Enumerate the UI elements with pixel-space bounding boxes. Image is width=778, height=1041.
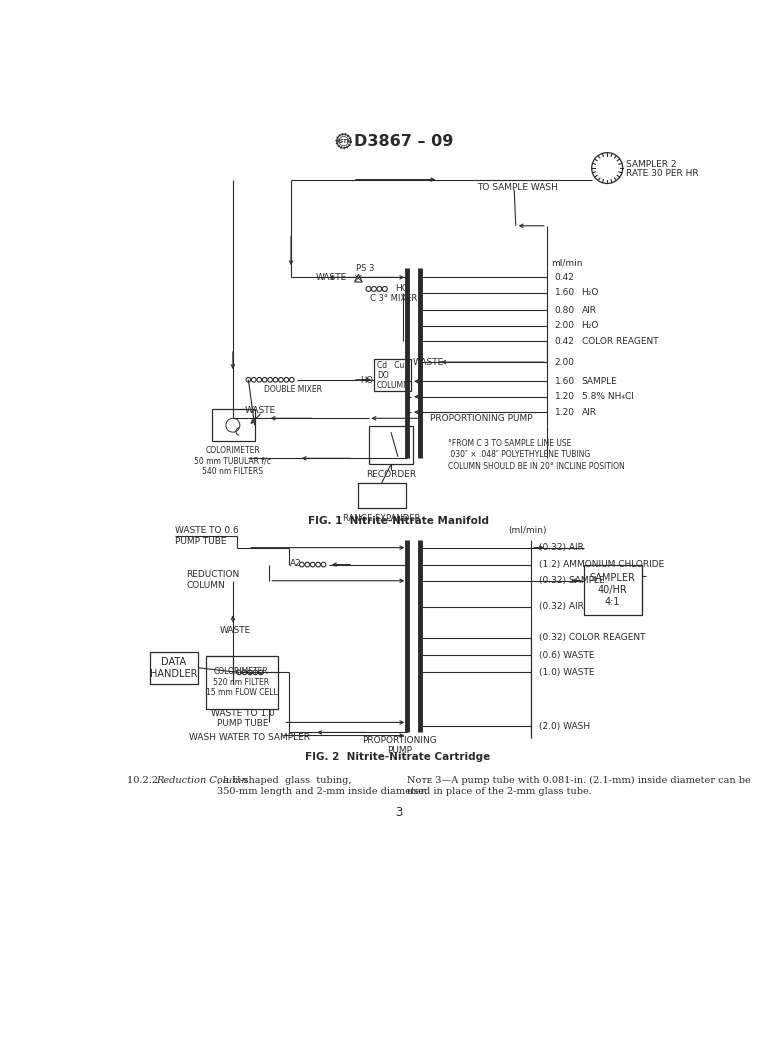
Text: WASTE TO 0.6
PUMP TUBE: WASTE TO 0.6 PUMP TUBE — [175, 527, 239, 545]
Text: DATA
HANDLER: DATA HANDLER — [150, 657, 198, 679]
Text: PROPORTIONING
PUMP: PROPORTIONING PUMP — [362, 736, 437, 755]
Text: 5.8% NH₄Cl: 5.8% NH₄Cl — [582, 392, 633, 401]
Text: HO: HO — [396, 284, 409, 294]
Bar — [358, 483, 406, 508]
Text: DOUBLE MIXER: DOUBLE MIXER — [264, 384, 322, 393]
Text: AIR: AIR — [582, 408, 597, 416]
Text: SAMPLER 2: SAMPLER 2 — [626, 159, 676, 169]
Text: H₂O: H₂O — [582, 288, 599, 298]
Bar — [374, 359, 411, 391]
Text: (0.32) COLOR REAGENT: (0.32) COLOR REAGENT — [539, 633, 646, 642]
Text: 0.80: 0.80 — [555, 306, 575, 315]
Text: WASH WATER TO SAMPLER: WASH WATER TO SAMPLER — [189, 733, 310, 741]
Bar — [205, 656, 278, 709]
Text: 1.60: 1.60 — [555, 288, 575, 298]
Text: H₂O: H₂O — [582, 322, 599, 330]
Text: Reduction Column: Reduction Column — [156, 777, 247, 785]
Text: HO: HO — [360, 376, 373, 385]
Text: C 3° MIXER: C 3° MIXER — [370, 294, 417, 303]
Text: RATE 30 PER HR: RATE 30 PER HR — [626, 169, 699, 178]
Bar — [212, 409, 254, 441]
Text: , a U-shaped  glass  tubing,
350-mm length and 2-mm inside diameter.: , a U-shaped glass tubing, 350-mm length… — [216, 777, 427, 795]
Text: WASTE: WASTE — [219, 627, 251, 635]
Text: FIG. 1  Nitrite-Nitrate Manifold: FIG. 1 Nitrite-Nitrate Manifold — [308, 515, 489, 526]
Text: FIG. 2  Nitrite-Nitrate Cartridge: FIG. 2 Nitrite-Nitrate Cartridge — [305, 752, 491, 762]
Text: Cd   Cu: Cd Cu — [377, 361, 405, 371]
Text: (1.0) WASTE: (1.0) WASTE — [539, 668, 594, 677]
Text: WASTE: WASTE — [244, 406, 275, 415]
Text: ml/min: ml/min — [551, 258, 582, 268]
Text: COLORIMETER
50 mm TUBULAR f/c
540 nm FILTERS: COLORIMETER 50 mm TUBULAR f/c 540 nm FIL… — [194, 446, 272, 476]
Text: 1.20: 1.20 — [555, 408, 574, 416]
Text: 3: 3 — [395, 806, 402, 819]
Text: 10.2.2: 10.2.2 — [127, 777, 164, 785]
Text: (2.0) WASH: (2.0) WASH — [539, 721, 591, 731]
Text: (0.32) AIR: (0.32) AIR — [539, 543, 584, 552]
Text: 1.20: 1.20 — [555, 392, 574, 401]
Text: WASTE TO 1.0
PUMP TUBE: WASTE TO 1.0 PUMP TUBE — [211, 709, 275, 729]
Text: WASTE: WASTE — [412, 357, 444, 366]
Text: PS 3: PS 3 — [356, 263, 374, 273]
Text: AIR: AIR — [582, 306, 597, 315]
Text: WASTE: WASTE — [316, 273, 347, 282]
Text: SAMPLE: SAMPLE — [582, 377, 618, 386]
Text: 1.60: 1.60 — [555, 377, 575, 386]
Text: (0.32) SAMPLE: (0.32) SAMPLE — [539, 577, 605, 585]
Text: 0.42: 0.42 — [555, 273, 574, 282]
Text: COLUMN: COLUMN — [377, 381, 410, 389]
Text: (0.6) WASTE: (0.6) WASTE — [539, 651, 594, 660]
Bar — [584, 564, 642, 614]
Text: ASTM: ASTM — [336, 138, 352, 144]
Text: (ml/min): (ml/min) — [508, 526, 546, 535]
Text: 0.42: 0.42 — [555, 337, 574, 346]
Text: RANGE EXPANDER: RANGE EXPANDER — [343, 514, 420, 523]
Text: (1.2) AMMONIUM CHLORIDE: (1.2) AMMONIUM CHLORIDE — [539, 560, 664, 569]
Text: REDUCTION
COLUMN: REDUCTION COLUMN — [187, 570, 240, 589]
Text: DO: DO — [377, 371, 389, 380]
Text: Nᴏᴛᴇ 3—A pump tube with 0.081-in. (2.1-mm) inside diameter can be
used in place : Nᴏᴛᴇ 3—A pump tube with 0.081-in. (2.1-m… — [407, 777, 751, 796]
Text: COLOR REAGENT: COLOR REAGENT — [582, 337, 658, 346]
Text: 2.00: 2.00 — [555, 357, 574, 366]
Text: TO SAMPLE WASH: TO SAMPLE WASH — [477, 183, 558, 192]
Text: COLORIMETER
520 nm FILTER
15 mm FLOW CELL: COLORIMETER 520 nm FILTER 15 mm FLOW CEL… — [205, 667, 277, 697]
Text: PROPORTIONING PUMP: PROPORTIONING PUMP — [430, 413, 533, 423]
Text: °FROM C 3 TO SAMPLE LINE USE
.030″ × .048″ POLYETHYLENE TUBING: °FROM C 3 TO SAMPLE LINE USE .030″ × .04… — [448, 439, 591, 459]
Text: SAMPLER
40/HR
4:1: SAMPLER 40/HR 4:1 — [590, 574, 636, 607]
Bar — [150, 652, 198, 684]
Text: COLUMN SHOULD BE IN 20° INCLINE POSITION: COLUMN SHOULD BE IN 20° INCLINE POSITION — [448, 462, 625, 472]
Text: D3867 – 09: D3867 – 09 — [354, 133, 453, 149]
Text: (0.32) AIR: (0.32) AIR — [539, 603, 584, 611]
Text: RECORDER: RECORDER — [366, 469, 416, 479]
Text: 2.00: 2.00 — [555, 322, 574, 330]
Bar — [369, 426, 413, 464]
Text: A2: A2 — [289, 559, 301, 568]
